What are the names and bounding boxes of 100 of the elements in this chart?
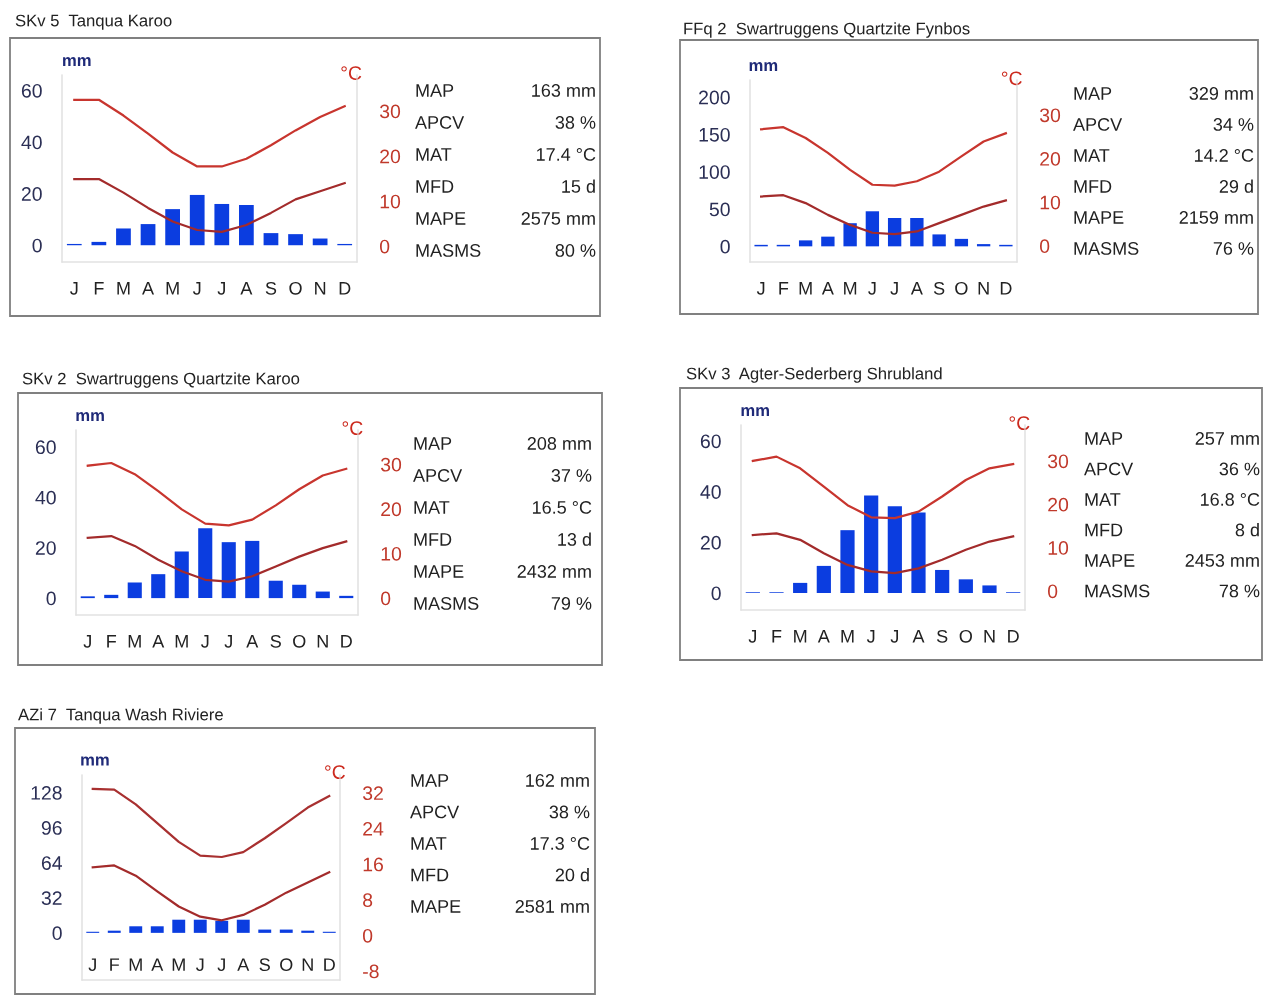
bar [793, 582, 808, 594]
x-tick-label: J [748, 630, 757, 643]
y2-tick-label: 24 [363, 821, 384, 836]
y2-tick-label: 32 [362, 786, 383, 801]
x-tick-label: M [844, 282, 857, 295]
y-tick-label: 40 [700, 485, 721, 499]
bar [268, 580, 283, 599]
chart-title: SKv 5 Tanqua Karoo [15, 14, 172, 30]
x-tick-label: S [933, 281, 945, 295]
bar [198, 528, 213, 599]
bar [288, 234, 303, 246]
bar [91, 241, 107, 246]
text: 2432 mm [517, 565, 591, 578]
y2-axis-title: °C [1001, 71, 1022, 86]
y2-tick-label: 30 [1047, 454, 1069, 469]
text: 20 d [555, 868, 589, 882]
bar [151, 574, 166, 599]
bar [843, 223, 857, 247]
text: 162 mm [526, 774, 589, 787]
text: MASMS [414, 597, 479, 610]
line-series [751, 532, 1015, 575]
text: 79 % [551, 597, 592, 610]
bar [258, 929, 272, 933]
x-tick-label: O [293, 634, 306, 648]
x-tick-label: M [175, 635, 188, 648]
x-tick-label: M [794, 630, 807, 643]
text: MFD [416, 180, 454, 193]
line-series [760, 126, 1007, 187]
line-series [73, 177, 346, 233]
y2-tick-label: 8 [363, 893, 373, 908]
bar [932, 234, 946, 247]
bar [215, 920, 229, 933]
y-tick-label: 0 [711, 586, 721, 601]
bar [798, 240, 813, 247]
x-tick-label: A [240, 282, 253, 295]
text: 17.3 °C [530, 837, 590, 850]
line-series [91, 864, 331, 922]
y2-tick-label: 20 [380, 149, 401, 164]
y-tick-label: 60 [21, 83, 42, 98]
text: MAPE [411, 900, 461, 913]
line-series [86, 534, 348, 583]
x-tick-label: D [1000, 282, 1012, 295]
y2-tick-label: 30 [1039, 108, 1061, 123]
x-tick-label: M [841, 630, 854, 643]
y2-axis-title: °C [325, 765, 346, 780]
bar [958, 579, 973, 594]
x-tick-label: J [890, 282, 898, 295]
x-tick-label: J [217, 958, 225, 972]
x-tick-label: A [151, 958, 164, 971]
x-tick-label: N [978, 282, 989, 295]
line-series [73, 98, 346, 168]
y2-axis-title: °C [342, 421, 363, 436]
x-tick-label: J [224, 635, 232, 648]
x-tick-label: O [955, 281, 968, 295]
text: APCV [1073, 118, 1123, 131]
text: MASMS [1074, 242, 1139, 255]
bar [887, 506, 902, 594]
y2-tick-label: 20 [381, 502, 402, 517]
y2-tick-label: 20 [1040, 152, 1061, 166]
bar [910, 217, 924, 247]
text: MASMS [416, 244, 481, 257]
x-tick-label: S [265, 281, 277, 295]
x-tick-label: J [217, 282, 225, 295]
y-tick-label: 40 [21, 135, 42, 150]
y-tick-label: 128 [31, 786, 62, 800]
x-tick-label: S [270, 634, 281, 648]
x-tick-label: D [339, 282, 351, 295]
text: 163 mm [532, 84, 595, 97]
text: 36 % [1219, 462, 1260, 476]
x-tick-label: N [302, 958, 313, 971]
y-tick-label: 60 [700, 434, 721, 449]
text: MAP [1074, 87, 1112, 100]
y2-tick-label: 0 [379, 239, 390, 254]
text: 8 d [1235, 523, 1259, 537]
x-tick-label: D [324, 958, 335, 971]
text: 38 % [549, 805, 590, 819]
text: 15 d [562, 179, 595, 193]
bar [935, 569, 950, 594]
bar [116, 228, 131, 246]
line-series [751, 455, 1015, 520]
y-tick-label: 50 [709, 202, 730, 217]
x-tick-label: A [237, 958, 250, 971]
text: APCV [413, 469, 463, 482]
text: MAP [414, 437, 452, 450]
bar [140, 224, 156, 246]
y-tick-label: 20 [700, 535, 721, 550]
bar [172, 919, 186, 933]
text: 329 mm [1189, 87, 1253, 100]
line-series [91, 787, 331, 859]
x-tick-label: J [866, 630, 875, 643]
y-axis-title: mm [63, 56, 91, 66]
y-axis-title: mm [741, 407, 769, 416]
y-tick-label: 150 [699, 127, 730, 142]
y-tick-label: 40 [35, 490, 56, 505]
y2-tick-label: 30 [379, 104, 401, 119]
x-tick-label: A [912, 630, 925, 643]
y-tick-label: 32 [41, 891, 62, 906]
y-tick-label: 200 [699, 90, 730, 105]
x-tick-label: M [128, 635, 141, 648]
text: 34 % [1213, 118, 1254, 131]
